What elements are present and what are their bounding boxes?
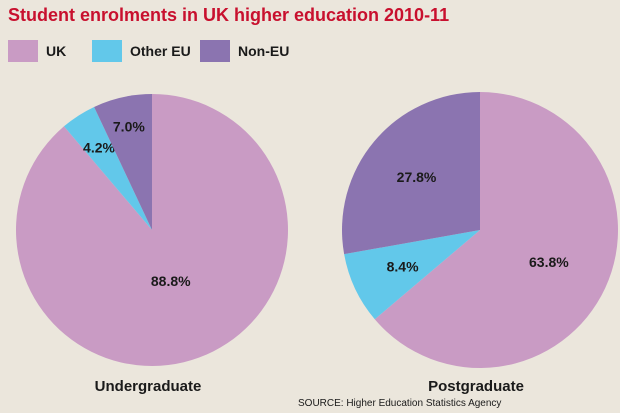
legend-item-other-eu: Other EU (92, 40, 191, 62)
postgraduate-slice-uk (374, 92, 618, 368)
postgraduate-slice-non-eu (342, 92, 480, 255)
legend-label-non-eu: Non-EU (238, 43, 290, 59)
chart-title: Student enrolments in UK higher educatio… (8, 5, 450, 25)
undergraduate-slice-other-eu (64, 106, 152, 230)
legend-label-uk: UK (46, 43, 67, 59)
legend-item-uk: UK (8, 40, 66, 62)
undergraduate-slice-uk (15, 94, 289, 366)
postgraduate-label-other-eu: 8.4% (387, 258, 419, 274)
undergraduate-label-non-eu: 7.0% (113, 118, 145, 134)
legend-swatch-other-eu (92, 40, 122, 62)
undergraduate-label-other-eu: 4.2% (83, 140, 115, 156)
legend-swatch-non-eu (200, 40, 230, 62)
postgraduate-label-non-eu: 27.8% (397, 169, 437, 185)
postgraduate-pie: 63.8% 8.4% 27.8% (342, 92, 618, 368)
undergraduate-slice-non-eu (94, 94, 152, 230)
source-note: SOURCE: Higher Education Statistics Agen… (298, 398, 502, 409)
postgraduate-label: Postgraduate (428, 378, 524, 395)
legend-label-other-eu: Other EU (130, 43, 191, 59)
undergraduate-pie: 88.8% 4.2% 7.0% (15, 94, 289, 366)
postgraduate-slice-other-eu (344, 230, 480, 320)
postgraduate-label-uk: 63.8% (529, 254, 569, 270)
legend-item-non-eu: Non-EU (200, 40, 289, 62)
legend-swatch-uk (8, 40, 38, 62)
undergraduate-label: Undergraduate (94, 378, 202, 395)
undergraduate-label-uk: 88.8% (151, 273, 191, 289)
